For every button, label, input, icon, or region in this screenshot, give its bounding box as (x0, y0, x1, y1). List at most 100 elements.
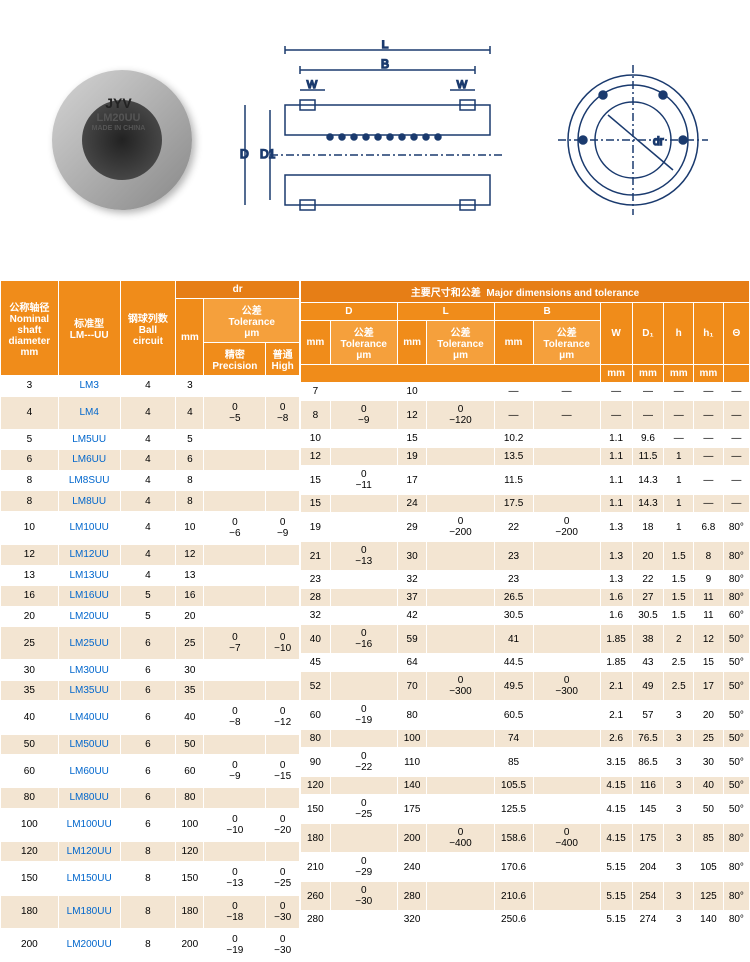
cell-precision: 0−6 (204, 511, 266, 544)
cell-h1: 105 (694, 853, 724, 882)
cell-high: 0−25 (266, 862, 300, 895)
cell-Btol: 0−400 (533, 824, 600, 853)
cell-Btol (533, 466, 600, 495)
cell-Btol (533, 607, 600, 625)
cell-Dtol: 0−9 (330, 401, 397, 430)
cell-Dtol (330, 654, 397, 672)
cell-Dtol: 0−30 (330, 882, 397, 911)
cell-L: 29 (397, 513, 427, 542)
cell-B: 30.5 (494, 607, 533, 625)
cell-ball: 4 (120, 544, 176, 565)
cell-dr: 25 (176, 627, 204, 660)
cell-W: 4.15 (600, 777, 632, 795)
cell-model: LM8UU (58, 491, 120, 512)
cell-dr: 180 (176, 895, 204, 928)
cell-h1: — (694, 383, 724, 401)
cell-precision: 0−9 (204, 755, 266, 788)
cell-high (266, 470, 300, 491)
cell-h: 1 (664, 448, 694, 466)
cell-Ltol (427, 795, 494, 824)
cell-dr: 12 (176, 544, 204, 565)
cell-dr: 30 (176, 660, 204, 681)
cell-model: LM8SUU (58, 470, 120, 491)
cell-high: 0−9 (266, 511, 300, 544)
cell-Btol (533, 495, 600, 513)
cell-Ltol: 0−300 (427, 672, 494, 701)
cell-D1: — (632, 401, 664, 430)
cell-D: 15 (301, 495, 331, 513)
cell-D1: 175 (632, 824, 664, 853)
cell-B: 44.5 (494, 654, 533, 672)
cell-B: 170.6 (494, 853, 533, 882)
cell-diameter: 80 (1, 788, 59, 809)
cell-L: 24 (397, 495, 427, 513)
cell-diameter: 4 (1, 396, 59, 429)
cell-dr: 50 (176, 734, 204, 755)
cell-W: 1.3 (600, 513, 632, 542)
cell-Btol (533, 882, 600, 911)
cell-h: 1.5 (664, 571, 694, 589)
cell-high (266, 606, 300, 627)
cell-ball: 5 (120, 586, 176, 607)
cell-diameter: 5 (1, 429, 59, 450)
cell-model: LM10UU (58, 511, 120, 544)
cell-W: 1.3 (600, 542, 632, 571)
cell-h1: 11 (694, 607, 724, 625)
svg-text:W: W (457, 79, 468, 91)
cell-theta: — (723, 401, 749, 430)
cell-W: 5.15 (600, 853, 632, 882)
cell-h: 1.5 (664, 589, 694, 607)
cell-diameter: 30 (1, 660, 59, 681)
cell-theta: 50° (723, 748, 749, 777)
cell-h1: 11 (694, 589, 724, 607)
cell-ball: 6 (120, 680, 176, 701)
cell-Dtol (330, 672, 397, 701)
cell-Ltol: 0−400 (427, 824, 494, 853)
cell-Ltol (427, 571, 494, 589)
model-label: LM20UU (92, 112, 146, 125)
cell-precision (204, 429, 266, 450)
cell-B: 17.5 (494, 495, 533, 513)
cell-h1: 125 (694, 882, 724, 911)
cell-model: LM20UU (58, 606, 120, 627)
cell-high (266, 565, 300, 586)
cell-Btol (533, 571, 600, 589)
cell-Btol (533, 795, 600, 824)
cell-dr: 100 (176, 808, 204, 841)
cell-ball: 4 (120, 470, 176, 491)
cell-B: — (494, 383, 533, 401)
cell-precision: 0−18 (204, 895, 266, 928)
cell-model: LM13UU (58, 565, 120, 586)
cell-high (266, 450, 300, 471)
cell-model: LM30UU (58, 660, 120, 681)
cell-Dtol (330, 607, 397, 625)
cell-ball: 5 (120, 606, 176, 627)
cell-theta: 80° (723, 882, 749, 911)
cell-B: 23 (494, 571, 533, 589)
cell-dr: 4 (176, 396, 204, 429)
cell-theta: 50° (723, 672, 749, 701)
cell-Btol (533, 542, 600, 571)
cell-dr: 150 (176, 862, 204, 895)
cell-h1: — (694, 495, 724, 513)
cell-D: 280 (301, 911, 331, 929)
cell-precision (204, 450, 266, 471)
cell-model: LM180UU (58, 895, 120, 928)
cell-theta: — (723, 448, 749, 466)
front-view-diagram: dr (553, 60, 713, 220)
cell-L: 37 (397, 589, 427, 607)
cell-diameter: 100 (1, 808, 59, 841)
cell-Ltol (427, 589, 494, 607)
cell-dr: 120 (176, 841, 204, 862)
cell-Btol (533, 748, 600, 777)
cell-Ltol (427, 430, 494, 448)
cell-Btol (533, 853, 600, 882)
cell-dr: 16 (176, 586, 204, 607)
cell-high: 0−30 (266, 895, 300, 928)
cell-D1: 116 (632, 777, 664, 795)
svg-text:B: B (381, 57, 389, 71)
cell-theta: 80° (723, 824, 749, 853)
cell-ball: 6 (120, 808, 176, 841)
cell-B: 250.6 (494, 911, 533, 929)
cell-D1: 43 (632, 654, 664, 672)
